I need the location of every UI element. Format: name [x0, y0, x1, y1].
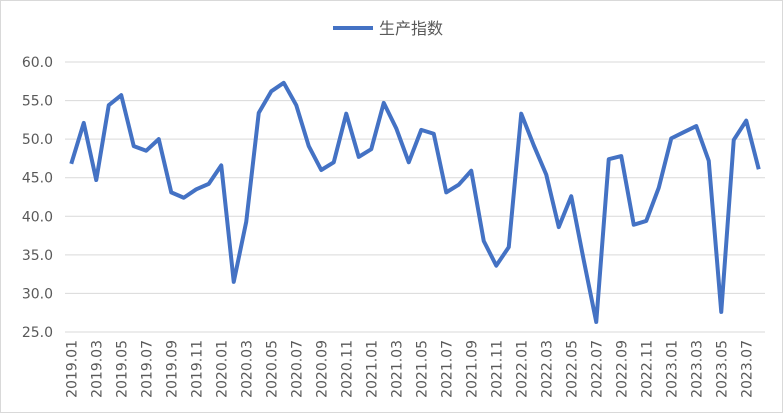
x-tick-label: 2020.09	[314, 340, 330, 398]
x-tick-label: 2021.05	[414, 340, 430, 398]
x-tick-label: 2019.07	[139, 340, 155, 398]
x-tick-label: 2023.07	[739, 340, 755, 398]
x-tick-label: 2019.09	[164, 340, 180, 398]
y-tick-label: 60.0	[22, 55, 53, 71]
x-tick-label: 2023.03	[689, 340, 705, 398]
x-tick-label: 2019.01	[64, 340, 80, 398]
x-tick-label: 2023.01	[664, 340, 680, 398]
x-tick-label: 2022.11	[639, 340, 655, 398]
x-tick-label: 2021.01	[364, 340, 380, 398]
x-tick-label: 2022.05	[564, 340, 580, 398]
x-tick-label: 2022.09	[614, 340, 630, 398]
data-line	[69, 80, 761, 324]
y-tick-label: 55.0	[22, 94, 53, 110]
x-tick-label: 2022.03	[539, 340, 555, 398]
y-tick-label: 30.0	[22, 286, 53, 302]
y-tick-label: 40.0	[22, 209, 53, 225]
x-tick-label: 2020.11	[339, 340, 355, 398]
y-tick-label: 25.0	[22, 325, 53, 341]
x-tick-label: 2021.07	[439, 340, 455, 398]
x-tick-label: 2021.03	[389, 340, 405, 398]
x-tick-label: 2020.01	[214, 340, 230, 398]
x-tick-label: 2021.11	[489, 340, 505, 398]
x-tick-label: 2019.05	[114, 340, 130, 398]
x-tick-label: 2019.11	[189, 340, 205, 398]
x-tick-label: 2023.05	[714, 340, 730, 398]
x-tick-label: 2019.03	[89, 340, 105, 398]
y-tick-label: 35.0	[22, 248, 53, 264]
x-tick-label: 2022.01	[514, 340, 530, 398]
x-tick-label: 2022.07	[589, 340, 605, 398]
y-tick-label: 45.0	[22, 171, 53, 187]
x-tick-label: 2020.07	[289, 340, 305, 398]
legend-label: 生产指数	[379, 19, 443, 38]
x-tick-label: 2020.03	[239, 340, 255, 398]
y-tick-label: 50.0	[22, 132, 53, 148]
x-tick-label: 2021.09	[464, 340, 480, 398]
x-tick-label: 2020.05	[264, 340, 280, 398]
